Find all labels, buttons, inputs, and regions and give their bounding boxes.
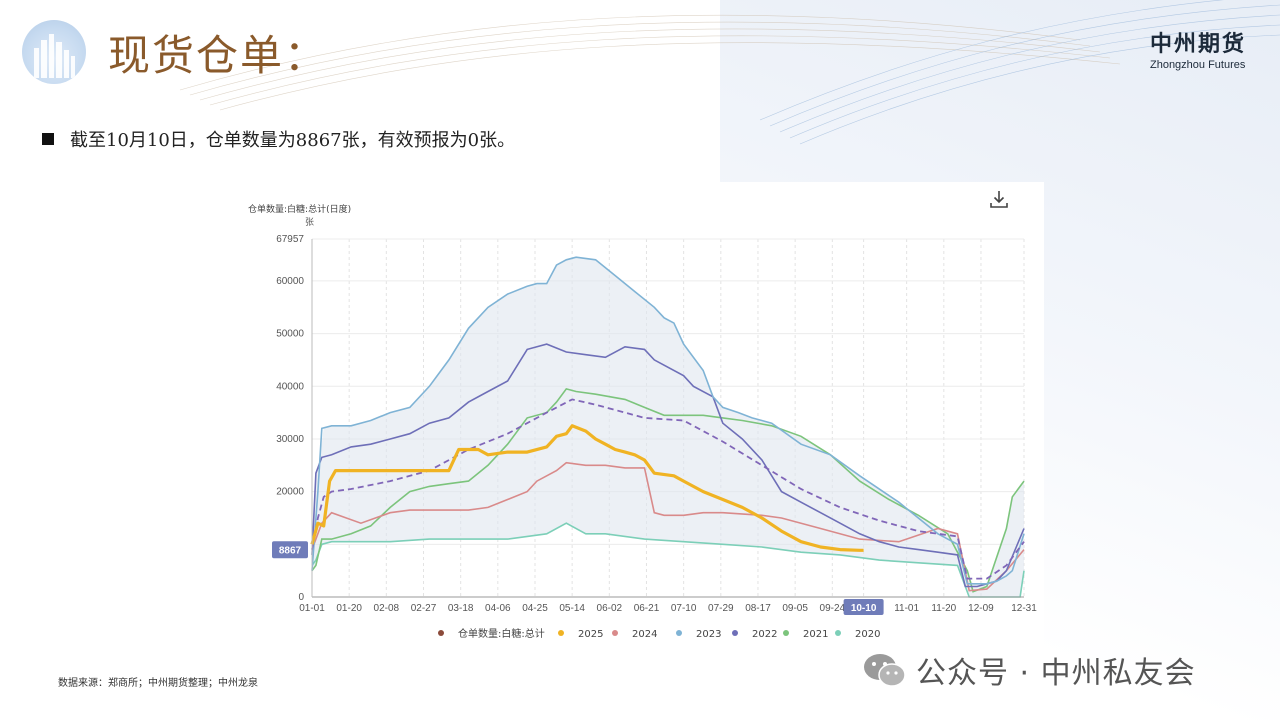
x-tick-label: 02-27 — [411, 603, 437, 614]
legend-label: 2020 — [855, 629, 880, 640]
bullet-square-icon — [42, 133, 54, 145]
x-tick-label: 08-17 — [745, 603, 771, 614]
page-title: 现货仓单： — [108, 31, 329, 80]
brand-name-en: Zhongzhou Futures — [1149, 59, 1246, 71]
series-line-2022 — [311, 343, 1025, 588]
series-line-2024 — [311, 461, 1025, 592]
wechat-watermark: 公众号 · 中州私友会 — [862, 648, 1196, 692]
y-tick-label: 0 — [298, 592, 304, 603]
x-tick-label: 06-21 — [634, 603, 660, 614]
x-tick-label: 11-01 — [894, 603, 919, 614]
wechat-icon — [864, 654, 906, 687]
x-tick-label: 01-01 — [299, 603, 325, 614]
y-tick-label: 50000 — [276, 329, 304, 340]
chart-title: 仓单数量:白糖:总计(日度) — [248, 205, 352, 215]
legend-label: 2025 — [578, 629, 603, 640]
legend-label: 2023 — [696, 629, 721, 640]
summary-bullet: 截至10月10日，仓单数量为8867张，有效预报为0张。 — [42, 126, 515, 152]
legend-marker — [783, 630, 789, 636]
legend-marker — [732, 630, 738, 636]
y-tick-label: 60000 — [276, 276, 304, 287]
x-highlight-label: 10-10 — [851, 603, 877, 614]
data-source: 数据来源：郑商所；中州期货整理；中州龙泉 — [58, 678, 258, 689]
range-band — [312, 257, 1024, 597]
x-tick-label: 04-25 — [522, 603, 548, 614]
x-tick-label: 11-20 — [931, 603, 956, 614]
x-tick-label: 04-06 — [485, 603, 511, 614]
download-icon[interactable] — [988, 188, 1010, 210]
x-tick-label: 06-02 — [597, 603, 623, 614]
series-line-2023 — [311, 256, 1025, 585]
x-tick-label: 12-31 — [1011, 603, 1037, 614]
x-tick-label: 01-20 — [336, 603, 362, 614]
wechat-account-name: 公众号 · 中州私友会 — [916, 656, 1196, 691]
brand-name-cn: 中州期货 — [1149, 32, 1246, 57]
legend-label: 2024 — [632, 629, 657, 640]
legend-marker — [835, 630, 841, 636]
chart-canvas: 0 20000 30000 40000 50000 60000 67957 01-01 01-2… — [272, 234, 1037, 640]
warehouse-receipt-chart: 0 20000 30000 40000 50000 60000 67957 01-01 01-2… — [230, 182, 1044, 648]
y-highlight-badge — [272, 541, 308, 559]
y-tick-label: 30000 — [276, 434, 304, 445]
x-tick-label: 05-14 — [559, 603, 585, 614]
brand-logo: 中州期货 Zhongzhou Futures — [1150, 26, 1246, 71]
y-tick-label: 40000 — [276, 381, 304, 392]
decorative-swoosh-lines — [179, 0, 1280, 145]
x-tick-label: 02-08 — [374, 603, 400, 614]
legend-marker — [612, 630, 618, 636]
x-tick-label: 09-24 — [820, 603, 846, 614]
city-skyline-logo — [22, 20, 86, 84]
summary-text: 截至10月10日，仓单数量为8867张，有效预报为0张。 — [70, 130, 516, 151]
y-highlight-label: 8867 — [279, 545, 302, 556]
legend-marker — [676, 630, 682, 636]
x-tick-label: 12-09 — [968, 603, 994, 614]
legend-label: 2022 — [752, 629, 777, 640]
y-axis-unit: 张 — [305, 218, 315, 228]
y-tick-label: 67957 — [276, 234, 304, 245]
average-line — [311, 398, 1025, 580]
legend-marker — [438, 630, 444, 636]
x-tick-label: 07-10 — [671, 603, 697, 614]
legend-label: 仓单数量:白糖:总计 — [458, 627, 545, 640]
legend-marker — [558, 630, 564, 636]
x-highlight-badge — [843, 599, 884, 615]
series-line-2021 — [311, 387, 1025, 593]
x-tick-label: 09-05 — [782, 603, 808, 614]
x-tick-label: 07-29 — [708, 603, 734, 614]
x-tick-label: 03-18 — [448, 603, 474, 614]
legend-label: 2021 — [803, 629, 828, 640]
series-line-2025 — [310, 424, 864, 552]
y-tick-label: 20000 — [276, 487, 304, 498]
